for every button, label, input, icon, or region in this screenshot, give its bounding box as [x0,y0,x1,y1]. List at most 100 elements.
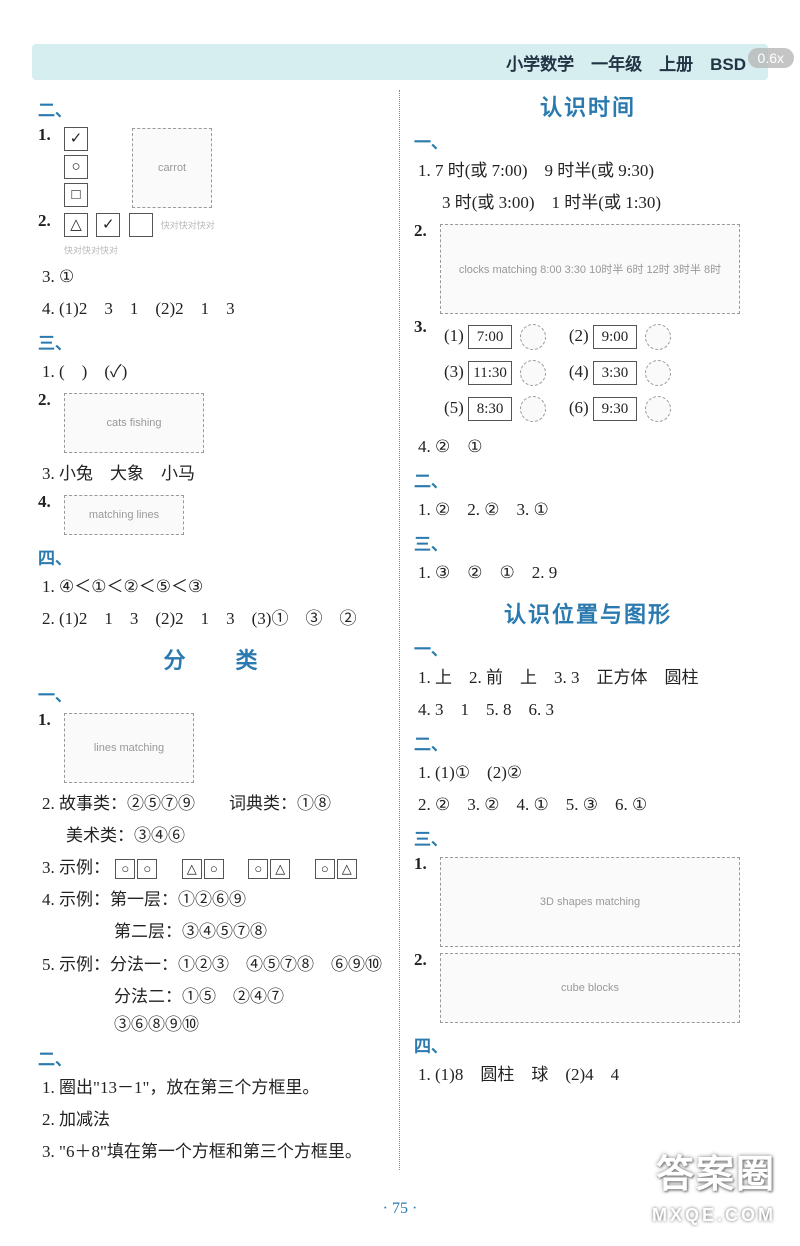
r-section-one: 一、 [414,128,762,153]
digital-6: 9:30 [593,397,637,421]
clock-icon [645,360,671,386]
c3-pre: 3. 示例： [42,858,110,877]
p-item-1b: 4. 3 1 5. 8 6. 3 [414,696,762,724]
c-item-2b: 美术类：③④⑥ [38,822,385,850]
p-section-four: 四、 [414,1032,762,1057]
r3-row3: (5) 8:30 (6) 9:30 [440,393,762,425]
p-item-1: 1. 上 2. 前 上 3. 3 正方体 圆柱 [414,664,762,692]
chapter-time: 认识时间 [414,90,762,122]
clock-icon [520,360,546,386]
cb-item-2: 2. 加减法 [38,1106,385,1134]
cubes-img: cube blocks [440,953,740,1023]
item-1: 1. ✓ ○ □ carrot [38,125,385,211]
r3-2: (2) [569,326,589,345]
f-item-2: 2. (1)2 1 3 (2)2 1 3 (3)① ③ ② [38,605,385,633]
c1-num: 1. [38,710,64,730]
section-three: 三、 [38,329,385,354]
digital-1: 7:00 [468,325,512,349]
cats-img: cats fishing [64,393,204,453]
r3-num: 3. [414,317,440,337]
digital-3: 11:30 [468,361,512,385]
r-item-1a: 1. 7 时(或 7:00) 9 时半(或 9:30) [414,157,762,185]
num-1: 1. [38,125,64,145]
sq: ○ [115,859,135,879]
zoom-badge: 0.6x [748,48,794,68]
clock-icon [645,324,671,350]
box-circle: ○ [64,155,88,179]
t-item-2: 2. cats fishing [38,390,385,456]
sq: ○ [137,859,157,879]
left-column: 二、 1. ✓ ○ □ carrot 2. △ ✓ 快对快对快对 快对快对快对 … [32,90,400,1170]
p4-item-1: 1. (1)8 圆柱 球 (2)4 4 [414,1061,762,1089]
p3-1n: 1. [414,854,440,874]
p-item-2a: 1. (1)① (2)② [414,759,762,787]
sq: ○ [315,859,335,879]
i2-boxes: △ ✓ 快对快对快对 快对快对快对 [64,211,215,259]
t4-num: 4. [38,492,64,512]
box-empty [129,213,153,237]
t-item-1: 1. ( ) (✓) [38,358,385,386]
r-section-two: 二、 [414,467,762,492]
rc-item-1: 1. ③ ② ① 2. 9 [414,559,762,587]
r3-6: (6) [569,398,589,417]
box-square: □ [64,183,88,207]
c-item-4a: 4. 示例：第一层：①②⑥⑨ [38,886,385,914]
r-item-4: 4. ② ① [414,433,762,461]
digital-4: 3:30 [593,361,637,385]
p3-item-1: 1. 3D shapes matching [414,854,762,950]
r3-body: (1) 7:00 (2) 9:00 (3) 11:30 (4) 3:30 [440,317,762,429]
clock-icon [520,324,546,350]
box-tri: △ [64,213,88,237]
cb-item-3: 3. "6＋8"填在第一个方框和第三个方框里。 [38,1138,385,1166]
carrot-icon: carrot [132,128,212,208]
clocks-img: clocks matching 8:00 3:30 10时半 6时 12时 3时… [440,224,740,314]
p3-2n: 2. [414,950,440,970]
p-item-2b: 2. ② 3. ② 4. ① 5. ③ 6. ① [414,791,762,819]
rb-item-1: 1. ② 2. ② 3. ① [414,496,762,524]
page-header: 小学数学 一年级 上册 BSD [32,44,768,80]
right-column: 认识时间 一、 1. 7 时(或 7:00) 9 时半(或 9:30) 3 时(… [400,90,768,1170]
r2-num: 2. [414,221,440,241]
section-four: 四、 [38,544,385,569]
r3-4: (4) [569,362,589,381]
page-number: · 75 · [0,1200,800,1218]
clock-icon [520,396,546,422]
f-item-1: 1. ④＜①＜②＜⑤＜③ [38,573,385,601]
sq: ○ [204,859,224,879]
content-columns: 二、 1. ✓ ○ □ carrot 2. △ ✓ 快对快对快对 快对快对快对 … [0,90,800,1170]
c1-img: lines matching [64,713,194,783]
r-item-2: 2. clocks matching 8:00 3:30 10时半 6时 12时… [414,221,762,317]
r3-5: (5) [444,398,464,417]
clock-icon [645,396,671,422]
p-section-two: 二、 [414,730,762,755]
r-item-3: 3. (1) 7:00 (2) 9:00 (3) 11:30 (4) [414,317,762,429]
section-two: 二、 [38,96,385,121]
chapter-position: 认识位置与图形 [414,597,762,629]
c-item-2a: 2. 故事类：②⑤⑦⑨ 词典类：①⑧ [38,790,385,818]
p3-item-2: 2. cube blocks [414,950,762,1026]
item-2: 2. △ ✓ 快对快对快对 快对快对快对 [38,211,385,259]
t2-num: 2. [38,390,64,410]
digital-5: 8:30 [468,397,512,421]
digital-2: 9:00 [593,325,637,349]
box-check: ✓ [64,127,88,151]
sq: △ [270,859,290,879]
c-item-4b: 第二层：③④⑤⑦⑧ [38,918,385,946]
c-item-5a: 5. 示例：分法一：①②③ ④⑤⑦⑧ ⑥⑨⑩ [38,951,385,979]
c-section-two: 二、 [38,1045,385,1070]
r-item-1b: 3 时(或 3:00) 1 时半(或 1:30) [414,189,762,217]
sq: △ [182,859,202,879]
c-section-one: 一、 [38,681,385,706]
sq: ○ [248,859,268,879]
match-img: matching lines [64,495,184,535]
cb-item-1: 1. 圈出"13－1"，放在第三个方框里。 [38,1074,385,1102]
r3-row2: (3) 11:30 (4) 3:30 [440,357,762,389]
shapes-match-img: 3D shapes matching [440,857,740,947]
t-item-4: 4. matching lines [38,492,385,538]
sq: △ [337,859,357,879]
r3-row1: (1) 7:00 (2) 9:00 [440,321,762,353]
item-3: 3. ① [38,263,385,291]
p-section-three: 三、 [414,825,762,850]
c-item-5b: 分法二：①⑤ ②④⑦ ③⑥⑧⑨⑩ [38,983,385,1039]
item-4: 4. (1)2 3 1 (2)2 1 3 [38,295,385,323]
